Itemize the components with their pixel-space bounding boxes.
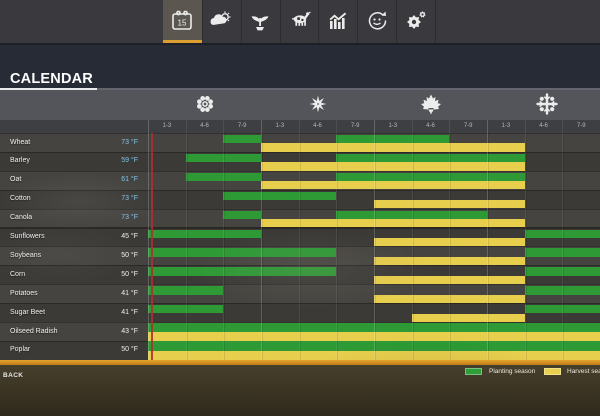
svg-text:15: 15 bbox=[178, 19, 187, 28]
